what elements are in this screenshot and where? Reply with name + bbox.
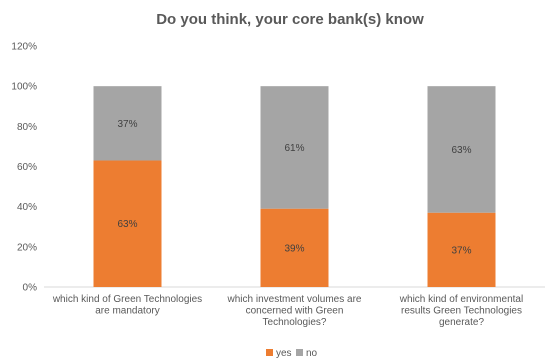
data-label: 39% (284, 243, 304, 254)
data-label: 37% (117, 119, 137, 130)
y-tick-label: 0% (23, 283, 38, 294)
y-tick-label: 20% (17, 242, 37, 253)
data-label: 63% (451, 145, 471, 156)
bar-yes (93, 160, 162, 287)
bar-no (427, 86, 496, 213)
chart-title: Do you think, your core bank(s) know (156, 11, 424, 28)
category-label: which investment volumes are (227, 294, 362, 305)
category-label: are mandatory (95, 306, 159, 317)
legend-label-yes: yes (276, 348, 292, 359)
legend-swatch-yes (266, 349, 273, 356)
legend-swatch-no (296, 349, 303, 356)
data-label: 63% (117, 219, 137, 230)
data-label: 61% (284, 143, 304, 154)
data-label: 37% (451, 245, 471, 256)
y-tick-label: 120% (11, 42, 37, 53)
y-tick-label: 100% (11, 82, 37, 93)
legend-label-no: no (306, 348, 318, 359)
bar-yes (260, 208, 329, 287)
category-label: generate? (439, 317, 484, 328)
category-label: which kind of Green Technologies (52, 294, 202, 305)
y-tick-label: 40% (17, 202, 37, 213)
bar-yes (427, 212, 496, 287)
y-tick-label: 80% (17, 122, 37, 133)
bars: 63% 37% 39% 61% 37% 63% (93, 86, 496, 287)
legend: yes no (266, 348, 318, 359)
category-label: results Green Technologies (401, 306, 522, 317)
category-label: which kind of environmental (399, 294, 523, 305)
y-tick-label: 60% (17, 162, 37, 173)
category-label: concerned with Green (246, 306, 344, 317)
category-label: Technologies? (263, 317, 327, 328)
bar-no (260, 86, 329, 209)
bar-no (93, 86, 162, 161)
